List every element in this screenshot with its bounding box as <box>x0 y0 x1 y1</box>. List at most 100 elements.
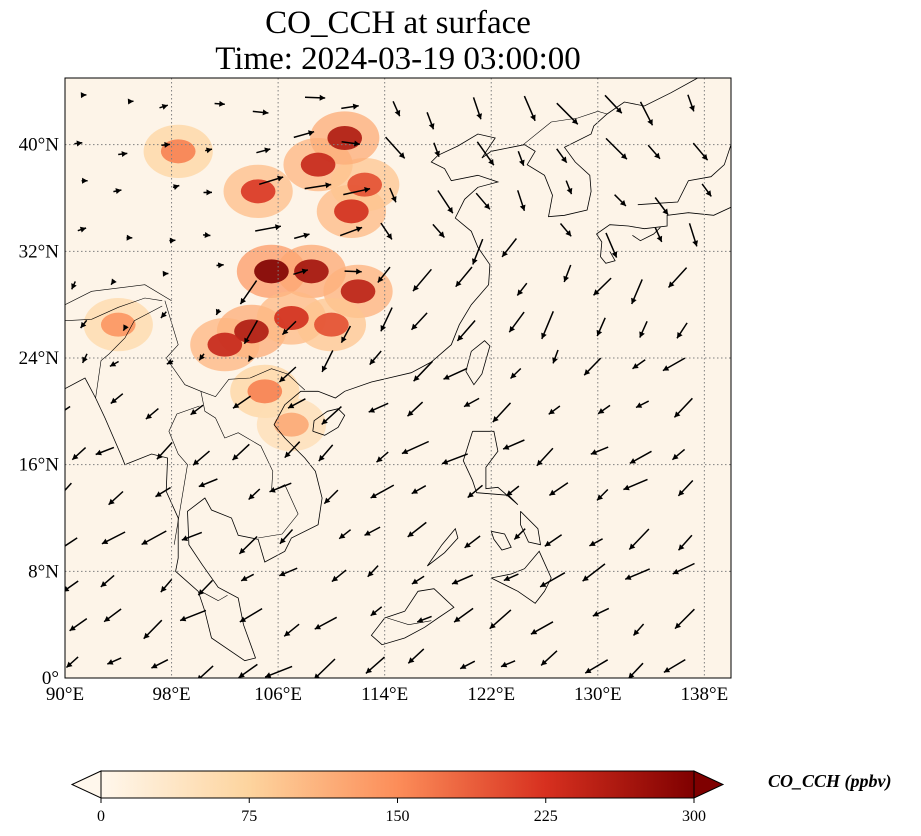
wind-arrow-head <box>321 365 328 372</box>
wind-arrow-head <box>411 323 418 330</box>
wind-arrow <box>370 606 383 617</box>
wind-arrow <box>243 320 259 345</box>
wind-arrow-head <box>502 250 508 257</box>
wind-arrow <box>540 650 558 666</box>
wind-arrow-head <box>407 410 414 417</box>
wind-arrow <box>632 623 645 636</box>
wind-arrow-head <box>476 113 482 120</box>
wind-arrow <box>284 441 301 459</box>
wind-arrow <box>65 405 71 411</box>
wind-arrow-head <box>111 278 117 285</box>
wind-arrow-head <box>341 336 347 343</box>
wind-arrow <box>453 607 474 623</box>
wind-arrow-head <box>123 324 129 331</box>
wind-arrow <box>592 277 612 296</box>
colorbar-tick-label: 300 <box>682 808 706 825</box>
wind-arrow-head <box>656 235 663 242</box>
wind-arrow-head <box>151 662 158 669</box>
wind-arrow-head <box>442 458 449 465</box>
coastline <box>65 78 698 662</box>
wind-arrow-head <box>355 226 363 233</box>
co-plume-core <box>100 312 136 337</box>
coastline-layer <box>65 78 731 662</box>
gridline-layer <box>64 78 731 678</box>
wind-arrow <box>318 444 334 462</box>
wind-arrow-head <box>169 237 176 244</box>
wind-arrow <box>523 95 536 122</box>
wind-arrow-head <box>629 458 636 464</box>
wind-arrow <box>475 192 491 210</box>
wind-arrow-head <box>95 449 102 456</box>
colorbar-extend-low <box>70 770 102 799</box>
wind-arrow <box>203 232 211 238</box>
co-plume-core <box>340 279 376 304</box>
wind-arrow-head <box>239 616 247 622</box>
wind-arrow <box>605 232 618 258</box>
wind-arrow-head <box>319 94 326 101</box>
coastline <box>312 408 346 436</box>
wind-arrow <box>406 401 424 417</box>
wind-arrow <box>674 608 695 630</box>
wind-arrow <box>126 234 133 241</box>
wind-arrow-head <box>492 416 499 423</box>
co-plume-core <box>240 179 276 204</box>
wind-arrow-head <box>126 234 133 241</box>
wind-arrow <box>110 393 124 405</box>
wind-arrow <box>380 307 393 332</box>
lon-tick-label: 122°E <box>467 684 515 705</box>
wind-arrow <box>279 567 298 577</box>
wind-arrow-head <box>265 672 272 678</box>
wind-arrow-head <box>689 105 695 112</box>
wind-arrow <box>548 405 561 415</box>
wind-arrow <box>385 136 406 159</box>
wind-arrow-head <box>238 672 245 678</box>
wind-arrow <box>190 404 204 416</box>
wind-arrow <box>639 320 648 338</box>
wind-arrow-head <box>314 673 320 678</box>
wind-arrow-head <box>647 119 653 126</box>
wind-arrow-head <box>489 622 496 629</box>
wind-arrow <box>433 142 440 158</box>
wind-arrow-head <box>66 661 73 668</box>
wind-arrow-head <box>571 118 578 125</box>
wind-arrow <box>278 366 297 383</box>
wind-arrow <box>109 360 119 368</box>
lat-tick-label: 40°N <box>19 135 60 156</box>
lon-tick-label: 130°E <box>574 684 622 705</box>
wind-arrow-shaft <box>65 405 71 411</box>
wind-arrow <box>413 360 434 382</box>
wind-arrow <box>192 450 210 466</box>
wind-arrow-head <box>593 289 600 296</box>
wind-arrow <box>411 485 427 495</box>
wind-arrow <box>314 658 336 678</box>
wind-arrow <box>596 488 609 501</box>
lat-tick-label: 0° <box>42 668 59 689</box>
wind-arrow-head <box>370 492 377 498</box>
wind-arrow-head <box>663 667 671 673</box>
coastline <box>596 233 616 264</box>
wind-arrow-head <box>443 374 450 380</box>
wind-arrow-head <box>413 285 419 292</box>
wind-arrow <box>627 662 644 678</box>
wind-arrow-head <box>517 289 524 296</box>
wind-arrow-head <box>394 109 401 117</box>
wind-arrow <box>583 357 602 376</box>
wind-arrow-head <box>628 672 635 678</box>
wind-arrow-head <box>141 539 148 545</box>
wind-arrow <box>264 665 293 678</box>
country-border <box>200 591 228 602</box>
wind-arrow-head <box>501 661 508 668</box>
wind-arrow <box>156 441 173 460</box>
wind-arrow <box>565 180 573 195</box>
coastline <box>426 527 459 567</box>
co-plume-core <box>274 306 309 330</box>
wind-arrow-head <box>623 484 630 491</box>
wind-arrow <box>304 182 332 190</box>
wind-arrow <box>151 659 169 669</box>
wind-arrow <box>368 402 389 413</box>
wind-arrow <box>269 482 292 493</box>
wind-arrow <box>589 538 603 547</box>
wind-arrow-head <box>620 153 627 160</box>
wind-arrow <box>161 141 171 148</box>
wind-arrow-head <box>398 152 405 159</box>
